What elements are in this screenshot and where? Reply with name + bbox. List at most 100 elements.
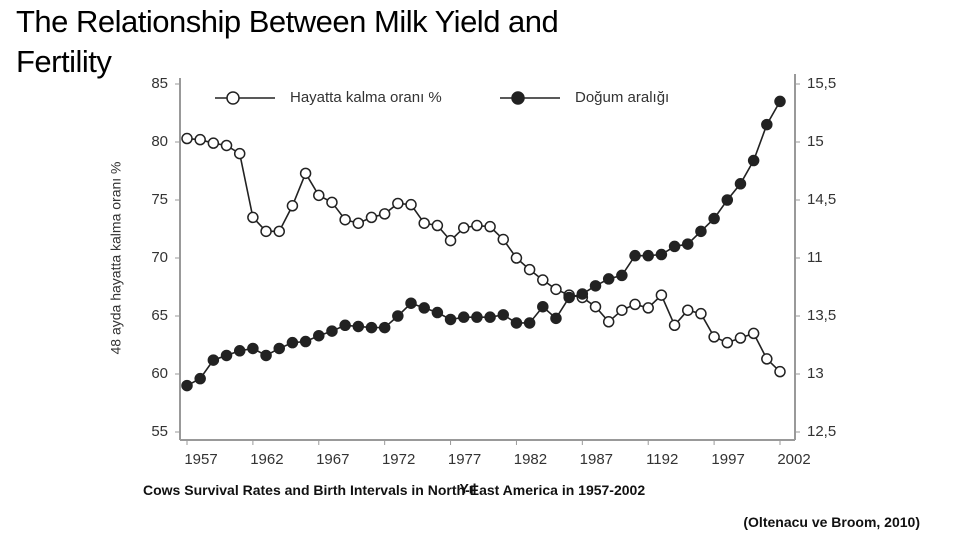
data-point	[602, 316, 615, 328]
x-tick-label: 1957	[184, 451, 217, 468]
data-point	[708, 212, 720, 225]
data-point	[457, 311, 470, 323]
data-point	[695, 225, 707, 238]
data-point	[260, 349, 272, 362]
data-point	[774, 365, 786, 378]
data-point	[431, 219, 444, 232]
data-point	[352, 320, 365, 333]
source: (Oltenacu ve Broom, 2010)	[743, 514, 920, 530]
data-point	[207, 354, 220, 366]
data-point	[734, 332, 747, 344]
data-point	[233, 345, 246, 357]
data-point	[471, 219, 483, 232]
y2-tick-label: 13	[807, 365, 824, 382]
data-point	[273, 225, 285, 238]
data-point	[326, 325, 338, 337]
y2-tick-label: 15,5	[807, 75, 836, 92]
data-point	[589, 280, 602, 292]
data-point	[642, 302, 654, 314]
data-point	[220, 139, 233, 152]
x-tick-label: 2002	[777, 451, 810, 468]
data-point	[339, 213, 351, 226]
x-tick-label: 1967	[316, 451, 349, 468]
data-point	[286, 336, 299, 349]
y-tick-label: 75	[151, 191, 168, 208]
data-point	[537, 274, 549, 286]
data-point	[392, 197, 404, 210]
data-point	[339, 319, 351, 332]
legend-marker	[511, 91, 525, 105]
data-point	[273, 342, 285, 355]
data-point	[668, 240, 681, 253]
data-point	[761, 118, 773, 131]
data-point	[734, 178, 747, 190]
data-point	[497, 233, 510, 246]
data-point	[642, 249, 654, 262]
data-point	[392, 310, 404, 322]
data-point	[220, 349, 233, 362]
data-point	[418, 302, 430, 314]
data-point	[365, 321, 378, 334]
data-point	[378, 208, 391, 220]
y-tick-label: 70	[151, 249, 168, 266]
y2-tick-label: 11	[807, 249, 823, 266]
y-tick-label: 60	[151, 365, 168, 382]
data-point	[616, 304, 628, 316]
data-point	[655, 248, 668, 261]
data-point	[774, 95, 786, 108]
legend-label: Doğum aralığı	[575, 89, 669, 106]
data-point	[497, 309, 510, 321]
data-point	[629, 249, 641, 262]
y2-tick-label: 12,5	[807, 423, 836, 440]
x-tick-label: 1972	[382, 451, 415, 468]
data-point	[299, 335, 312, 348]
data-point	[457, 222, 470, 234]
data-point	[233, 147, 246, 160]
data-point	[431, 306, 444, 319]
y-tick-label: 85	[151, 75, 168, 92]
data-point	[695, 307, 707, 320]
data-point	[537, 300, 549, 313]
data-point	[616, 269, 628, 282]
data-point	[418, 217, 430, 229]
slide-title: The Relationship Between Milk Yield and …	[16, 4, 559, 79]
x-tick-label: 1997	[711, 451, 744, 468]
data-point	[299, 167, 312, 180]
data-point	[405, 198, 417, 211]
data-point	[471, 311, 483, 323]
data-point	[668, 319, 681, 332]
y-tick-label: 55	[151, 423, 168, 440]
series-line	[186, 137, 781, 373]
data-point	[708, 331, 720, 343]
data-point	[181, 379, 193, 392]
x-tick-label: 1987	[580, 451, 613, 468]
y-axis-label: 48 ayda hayatta kalma oranı %	[108, 161, 124, 354]
data-point	[326, 196, 338, 209]
x-tick-label: 1982	[514, 451, 547, 468]
legend-label: Hayatta kalma oranı %	[290, 89, 442, 106]
data-point	[721, 194, 734, 206]
data-point	[510, 317, 523, 329]
data-point	[589, 300, 602, 313]
x-axis-label: Yıl	[459, 481, 476, 497]
caption: Cows Survival Rates and Birth Intervals …	[143, 482, 646, 498]
x-tick-label: 1962	[250, 451, 283, 468]
data-point	[181, 132, 193, 145]
y2-tick-label: 15	[807, 133, 824, 150]
data-point	[313, 329, 325, 342]
data-point	[682, 304, 694, 316]
x-tick-label: 1192	[646, 451, 678, 468]
data-point	[247, 342, 259, 355]
data-point	[747, 327, 760, 340]
data-point	[550, 312, 562, 325]
data-point	[550, 283, 562, 296]
y2-tick-label: 13,5	[807, 307, 836, 324]
data-point	[286, 200, 299, 212]
series-line	[186, 101, 781, 387]
data-point	[313, 189, 325, 202]
x-tick-label: 1977	[448, 451, 481, 468]
data-point	[761, 353, 773, 365]
data-point	[444, 313, 457, 326]
